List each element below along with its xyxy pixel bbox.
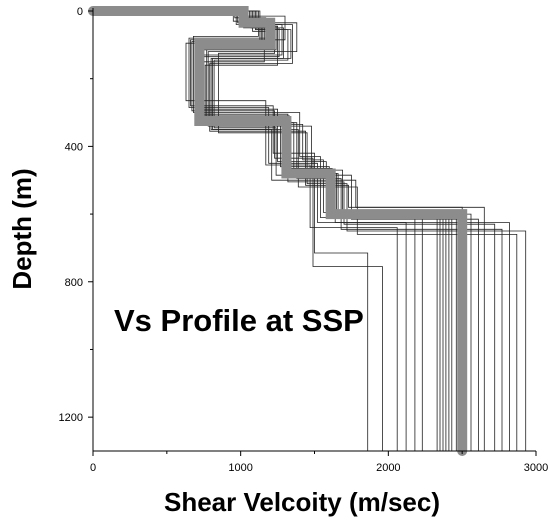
realization-line-20	[93, 10, 383, 451]
mean-profile-line	[88, 6, 468, 456]
y-tick-label: 800	[65, 277, 83, 289]
realization-line-22	[93, 10, 518, 451]
realization-line-16	[93, 10, 407, 451]
realization-line-8	[93, 10, 369, 451]
chart-annotation: Vs Profile at SSP	[114, 303, 364, 338]
x-tick-label: 3000	[524, 462, 548, 474]
series-layer	[88, 6, 527, 456]
y-tick-label: 1200	[59, 412, 83, 424]
realization-line-7	[93, 10, 527, 451]
y-tick-label: 400	[65, 141, 83, 153]
realization-line-15	[93, 10, 479, 451]
y-axis-title: Depth (m)	[7, 168, 37, 289]
y-tick-label: 0	[77, 6, 83, 18]
realization-line-4	[93, 10, 398, 451]
x-tick-label: 2000	[376, 462, 400, 474]
ticks-layer: 0 1000 2000 3000 0 400 800 1200	[59, 6, 549, 474]
x-tick-label: 1000	[228, 462, 252, 474]
x-axis-title: Shear Velcoity (m/sec)	[164, 487, 440, 517]
x-tick-label: 0	[90, 462, 96, 474]
